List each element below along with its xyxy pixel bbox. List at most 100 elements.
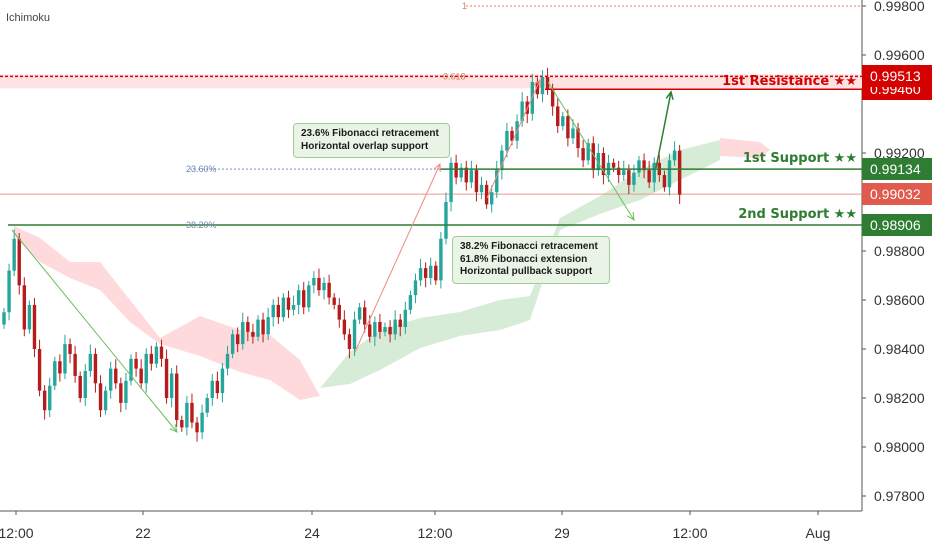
- candle-body: [98, 383, 103, 411]
- candle-body: [307, 285, 311, 308]
- candle-body: [611, 162, 616, 168]
- candle-body: [53, 361, 57, 386]
- swing-arrow-up-2-head: [533, 78, 541, 89]
- ichimoku-cloud-bear: [14, 226, 320, 400]
- candle-body: [591, 143, 595, 171]
- candle-body: [535, 81, 540, 95]
- candle-body: [225, 353, 230, 369]
- swing-arrow-down-2: [547, 81, 635, 221]
- candle-body: [444, 202, 448, 239]
- candle-body: [505, 130, 509, 151]
- candle-body: [627, 170, 631, 185]
- projection-arrow-up-head: [665, 90, 674, 100]
- y-tick-label: 0.97800: [874, 488, 925, 504]
- y-tick-label: 0.99600: [874, 47, 925, 63]
- candle-body: [616, 167, 621, 176]
- fib-382-annotation: 38.2% Fibonacci retracement 61.8% Fibona…: [452, 236, 610, 284]
- x-tick-label: 24: [304, 525, 320, 541]
- candle-body: [37, 349, 42, 391]
- candle-body: [17, 238, 21, 286]
- y-tick-label: 0.98600: [874, 292, 925, 308]
- level-label: 2nd Support ★★: [738, 207, 857, 223]
- candle-body: [368, 324, 372, 337]
- candle-body: [134, 358, 138, 369]
- candle-body: [429, 265, 433, 278]
- candle-body: [601, 153, 606, 176]
- candle-body: [78, 375, 82, 398]
- candle-body: [459, 167, 463, 178]
- candle-body: [296, 290, 301, 305]
- candle-body: [215, 380, 220, 394]
- annotation-line: Horizontal pullback support: [460, 266, 593, 277]
- candle-body: [230, 334, 235, 354]
- annotation-line: Horizontal overlap support: [301, 140, 429, 152]
- candle-body: [119, 383, 123, 403]
- ichimoku-cloud-bull: [320, 140, 720, 388]
- candle-body: [495, 170, 499, 193]
- x-tick-label: 29: [554, 525, 570, 541]
- candle-body: [347, 334, 352, 349]
- swing-arrow-down-2-head: [626, 211, 635, 221]
- candle-body: [63, 344, 67, 374]
- candle-body: [42, 390, 47, 411]
- candle-body: [256, 319, 260, 337]
- indicator-label: Ichimoku: [6, 12, 51, 24]
- candle-body: [302, 290, 306, 308]
- candle-body: [190, 402, 194, 423]
- candle-body: [185, 402, 189, 428]
- annotation-line: 38.2% Fibonacci retracement: [460, 241, 598, 252]
- candle-body: [114, 368, 118, 384]
- x-tick-label: 12:00: [672, 525, 707, 541]
- candle-body: [342, 319, 347, 335]
- candle-body: [241, 322, 245, 345]
- candle-body: [556, 106, 560, 127]
- candle-body: [677, 150, 682, 195]
- candle-body: [667, 160, 672, 188]
- candle-body: [622, 170, 626, 176]
- y-tick-label: 0.99200: [874, 145, 925, 161]
- candle-body: [642, 160, 646, 171]
- candle-body: [235, 334, 240, 345]
- candle-body: [581, 148, 585, 161]
- candle-body: [561, 116, 565, 127]
- candle-body: [327, 282, 331, 298]
- candle-body: [596, 153, 601, 171]
- y-tick-label: 0.98400: [874, 341, 925, 357]
- candle-body: [281, 297, 286, 318]
- fib-ratio-label: 1: [462, 1, 467, 11]
- ichimoku-cloud-bear-future: [720, 138, 770, 158]
- candle-body: [439, 238, 443, 281]
- swing-arrow-down-1-head: [169, 424, 178, 433]
- candle-body: [291, 304, 296, 310]
- candle-body: [164, 358, 169, 398]
- candle-body: [474, 170, 479, 193]
- candle-body: [169, 373, 174, 398]
- candle-body: [32, 304, 37, 349]
- fib-ratio-label: 38.20%: [186, 220, 217, 230]
- candle-body: [362, 307, 367, 325]
- candle-body: [500, 150, 504, 171]
- candle-body: [540, 77, 545, 95]
- candle-body: [93, 353, 98, 384]
- candle-body: [108, 368, 113, 391]
- level-label: 1st Resistance ★★: [722, 74, 857, 90]
- candle-body: [373, 322, 377, 337]
- candle-body: [332, 297, 336, 305]
- candle-body: [144, 353, 148, 384]
- candle-body: [357, 307, 362, 320]
- candle-body: [312, 277, 316, 286]
- candle-body: [632, 172, 636, 185]
- candle-body: [7, 270, 11, 313]
- candle-body: [423, 268, 428, 278]
- candle-body: [129, 358, 133, 381]
- candle-body: [266, 317, 270, 335]
- candle-body: [449, 162, 453, 202]
- candle-body: [586, 143, 590, 161]
- candle-body: [22, 285, 27, 330]
- candle-body: [576, 128, 580, 149]
- candle-body: [672, 150, 677, 161]
- candle-body: [383, 326, 387, 332]
- candle-body: [88, 353, 93, 372]
- candle-body: [205, 398, 209, 413]
